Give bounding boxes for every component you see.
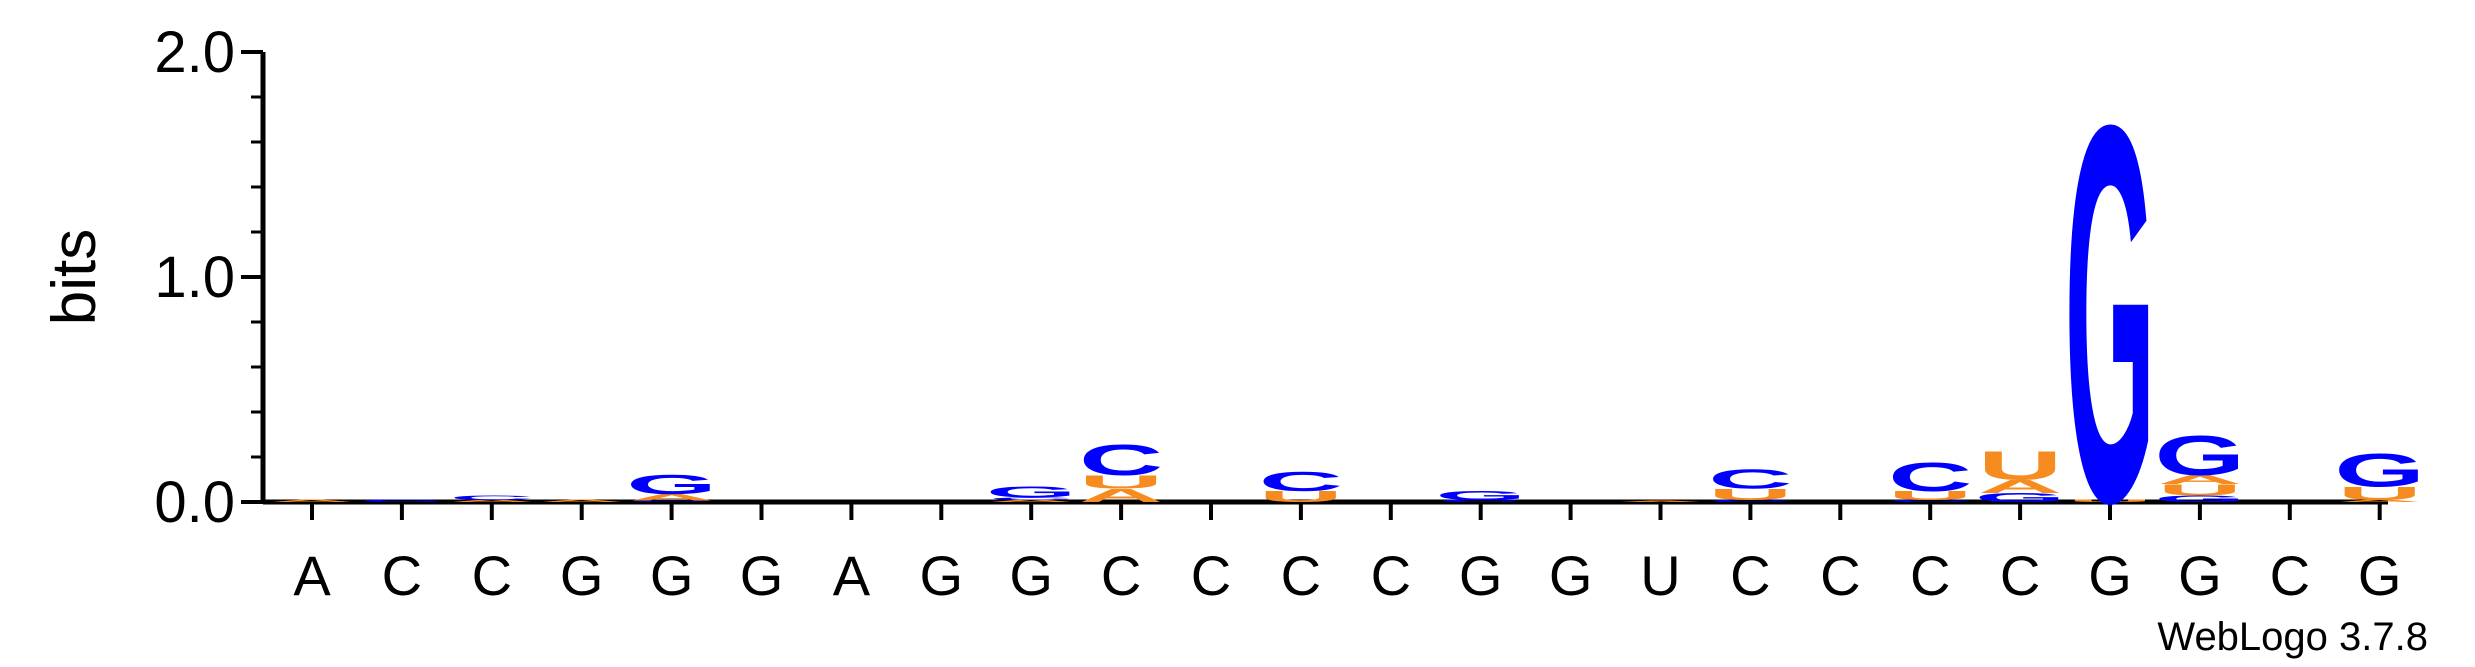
logo-letter: C <box>450 494 534 501</box>
logo-letter: A <box>2158 473 2242 487</box>
x-tick-label: G <box>2178 544 2222 607</box>
y-tick-label: 1.0 <box>154 245 235 310</box>
logo-letter: A <box>1978 476 2062 497</box>
letter-stack: AUC <box>1079 435 1163 506</box>
y-tick-label: 0.0 <box>154 470 235 535</box>
logo-letter: G <box>2334 444 2425 496</box>
logo-letter: G <box>986 483 1077 500</box>
x-tick-label: C <box>1820 544 1860 607</box>
logo-letter: A <box>1079 485 1163 506</box>
x-tick-label: C <box>2270 544 2310 607</box>
logo-letter: A <box>1618 500 1702 502</box>
logo-letter: C <box>1888 454 1972 500</box>
logo-letter: C <box>360 499 444 502</box>
logo-letter: U <box>2338 483 2422 504</box>
y-axis-label: bits <box>40 229 109 325</box>
x-tick-label: G <box>920 544 964 607</box>
logo-letter: A <box>2338 499 2422 502</box>
letter-stack: CAG <box>626 468 717 502</box>
letter-stack: A <box>270 499 354 502</box>
logo-letter: A <box>629 492 713 503</box>
x-tick-label: C <box>1281 544 1321 607</box>
x-tick-label: C <box>1101 544 1141 607</box>
x-tick-label: C <box>382 544 422 607</box>
logo-letter: C <box>1259 465 1343 496</box>
y-tick-label: 2.0 <box>154 20 235 85</box>
logo-letter: A <box>270 499 354 502</box>
logo-letter: A <box>450 499 534 502</box>
letter-stack: C <box>360 499 444 502</box>
weblogo-credit: WebLogo 3.7.8 <box>2157 615 2428 659</box>
x-tick-label: C <box>2000 544 2040 607</box>
x-tick-label: C <box>1191 544 1231 607</box>
x-tick-label: U <box>1640 544 1680 607</box>
logo-letter: G <box>2065 15 2156 615</box>
logo-letter: U <box>1978 443 2062 489</box>
logo-letter: U <box>1259 488 1343 505</box>
x-tick-label: C <box>1910 544 1950 607</box>
logo-letter: C <box>629 500 713 502</box>
letter-stack: A <box>1618 500 1702 502</box>
letter-stack: GAU <box>1975 443 2066 505</box>
logo-letter: C <box>989 497 1073 500</box>
letter-stack: ACG <box>986 483 1077 502</box>
logo-letter: U <box>1888 488 1972 502</box>
logo-letter: U <box>1079 471 1163 492</box>
logo-letter: G <box>626 468 717 499</box>
logo-letter: A <box>989 499 1073 502</box>
letter-stack: UG <box>2065 15 2156 615</box>
logo-letter: C <box>1888 499 1972 502</box>
x-tick-label: C <box>1730 544 1770 607</box>
logo-letter: U <box>2158 481 2242 498</box>
x-tick-label: G <box>2358 544 2402 607</box>
x-tick-label: C <box>472 544 512 607</box>
x-tick-label: A <box>833 544 871 607</box>
letter-stack: CUC <box>1708 463 1792 503</box>
logo-letter: G <box>1975 491 2066 505</box>
y-ticks: 0.0 1.0 2.0 <box>154 20 263 535</box>
logo-letter: U <box>2068 499 2152 502</box>
x-tick-label: G <box>2088 544 2132 607</box>
x-tick-label: G <box>1459 544 1503 607</box>
logo-letter: C <box>1439 499 1523 502</box>
letter-stack: AUG <box>2334 444 2425 504</box>
x-tick-label: C <box>1371 544 1411 607</box>
letter-stack: A <box>540 499 624 502</box>
x-tick-label: G <box>650 544 694 607</box>
x-tick-label: G <box>1549 544 1593 607</box>
letter-stack: UC <box>1259 465 1343 505</box>
logo-letter: G <box>2155 425 2246 488</box>
x-tick-label: A <box>293 544 331 607</box>
logo-letter: G <box>1435 488 1526 502</box>
letter-stack: CG <box>1435 488 1526 502</box>
logo-letter: C <box>1708 463 1792 494</box>
logo-letter: G <box>2155 494 2246 505</box>
logo-letter: C <box>1708 499 1792 502</box>
x-tick-label: G <box>1009 544 1053 607</box>
letter-stack: CUC <box>1888 454 1972 503</box>
logo-letter: A <box>540 499 624 502</box>
letter-stack: AC <box>450 494 534 503</box>
logo-letter: U <box>1708 486 1792 503</box>
x-tick-label: G <box>560 544 604 607</box>
logo-letter: C <box>1079 435 1163 484</box>
x-tick-label: G <box>740 544 784 607</box>
